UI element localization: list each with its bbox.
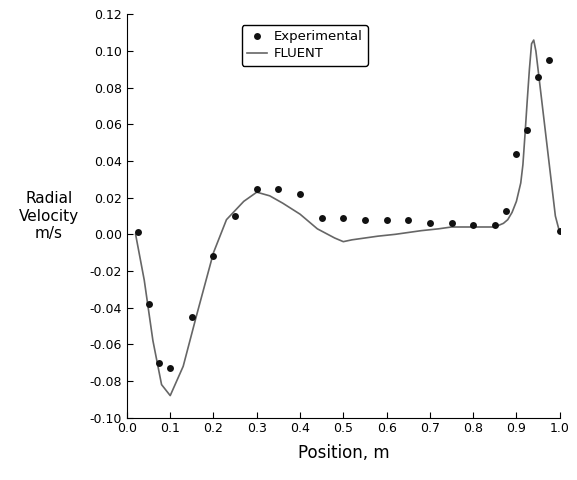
FLUENT bbox=[448, 224, 455, 230]
Experimental bbox=[524, 127, 531, 133]
FLUENT bbox=[179, 363, 186, 369]
Experimental bbox=[297, 191, 304, 197]
Line: FLUENT: FLUENT bbox=[136, 40, 560, 396]
FLUENT bbox=[374, 233, 381, 239]
FLUENT bbox=[524, 97, 531, 103]
FLUENT bbox=[530, 37, 537, 43]
Experimental bbox=[470, 222, 477, 228]
FLUENT bbox=[167, 393, 174, 398]
Experimental bbox=[231, 213, 239, 219]
FLUENT bbox=[545, 158, 552, 164]
FLUENT bbox=[556, 229, 563, 235]
FLUENT bbox=[491, 224, 498, 230]
Experimental bbox=[502, 208, 509, 214]
FLUENT bbox=[392, 231, 399, 237]
Experimental bbox=[156, 360, 163, 365]
FLUENT bbox=[509, 209, 516, 215]
FLUENT bbox=[404, 229, 411, 235]
FLUENT bbox=[158, 382, 165, 387]
FLUENT bbox=[526, 67, 533, 72]
FLUENT bbox=[522, 131, 529, 136]
FLUENT bbox=[141, 277, 148, 283]
FLUENT bbox=[193, 314, 200, 320]
Experimental bbox=[448, 220, 455, 226]
Legend: Experimental, FLUENT: Experimental, FLUENT bbox=[242, 25, 368, 66]
FLUENT bbox=[132, 231, 139, 237]
Experimental bbox=[426, 220, 433, 226]
FLUENT bbox=[223, 217, 230, 223]
Experimental bbox=[134, 229, 141, 235]
Experimental bbox=[319, 215, 325, 221]
Experimental bbox=[361, 217, 368, 223]
Line: Experimental: Experimental bbox=[134, 57, 563, 372]
FLUENT bbox=[149, 338, 156, 344]
FLUENT bbox=[461, 224, 468, 230]
FLUENT bbox=[266, 193, 273, 199]
FLUENT bbox=[517, 180, 524, 186]
FLUENT bbox=[314, 226, 321, 232]
Experimental bbox=[210, 253, 217, 259]
FLUENT bbox=[331, 235, 338, 241]
Experimental bbox=[145, 301, 152, 307]
Experimental bbox=[513, 151, 520, 156]
FLUENT bbox=[210, 250, 217, 255]
X-axis label: Position, m: Position, m bbox=[298, 444, 389, 462]
FLUENT bbox=[513, 198, 520, 204]
FLUENT bbox=[478, 224, 485, 230]
FLUENT bbox=[340, 239, 347, 244]
Experimental bbox=[491, 222, 498, 228]
FLUENT bbox=[297, 211, 304, 217]
Experimental bbox=[340, 215, 347, 221]
FLUENT bbox=[552, 213, 559, 219]
Experimental bbox=[534, 74, 541, 80]
FLUENT bbox=[504, 217, 511, 223]
FLUENT bbox=[519, 162, 526, 168]
FLUENT bbox=[279, 200, 286, 206]
Experimental bbox=[188, 314, 195, 320]
Experimental bbox=[275, 186, 282, 192]
Experimental bbox=[383, 217, 390, 223]
FLUENT bbox=[361, 235, 368, 241]
FLUENT bbox=[533, 48, 539, 54]
FLUENT bbox=[418, 228, 425, 234]
Experimental bbox=[253, 186, 260, 192]
FLUENT bbox=[240, 198, 247, 204]
Experimental bbox=[556, 228, 563, 234]
FLUENT bbox=[349, 237, 355, 243]
Y-axis label: Radial
Velocity
m/s: Radial Velocity m/s bbox=[19, 191, 79, 241]
FLUENT bbox=[528, 41, 535, 47]
Experimental bbox=[404, 217, 411, 223]
FLUENT bbox=[435, 226, 442, 232]
FLUENT bbox=[539, 103, 546, 109]
FLUENT bbox=[253, 189, 260, 195]
FLUENT bbox=[500, 220, 507, 226]
Experimental bbox=[167, 365, 174, 371]
Experimental bbox=[545, 57, 552, 63]
